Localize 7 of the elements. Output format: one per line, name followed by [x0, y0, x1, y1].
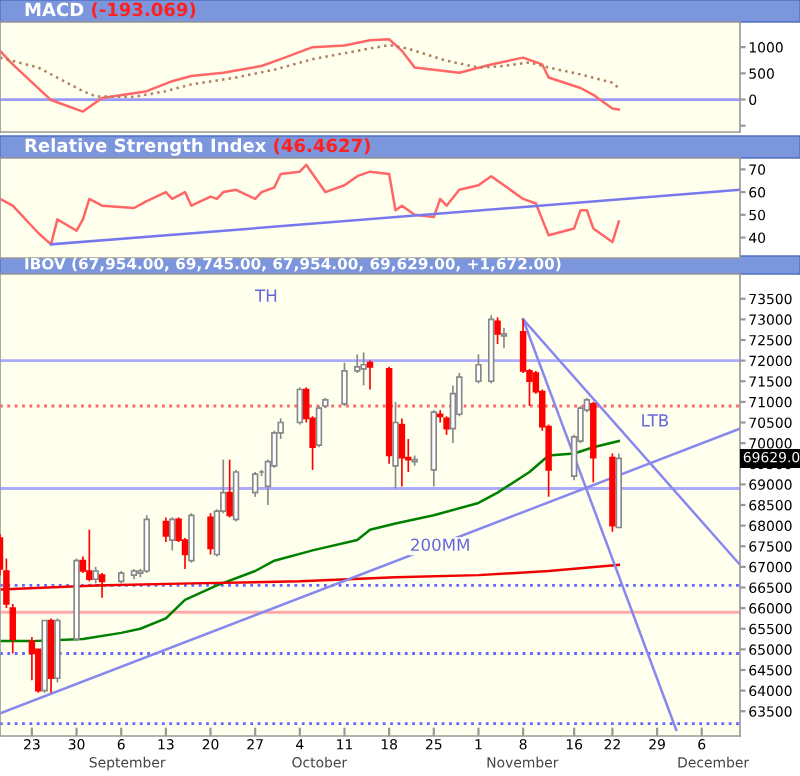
- annotation: LTB: [642, 414, 669, 427]
- annotation: 200MM: [411, 538, 469, 552]
- chart-subtitle: (46.4627): [274, 138, 370, 155]
- chart-title: MACD: [25, 2, 84, 17]
- chart-title: Relative Strength Index: [25, 138, 267, 156]
- annotation: TH: [254, 289, 277, 302]
- chart-subtitle: (-193.069): [92, 2, 196, 19]
